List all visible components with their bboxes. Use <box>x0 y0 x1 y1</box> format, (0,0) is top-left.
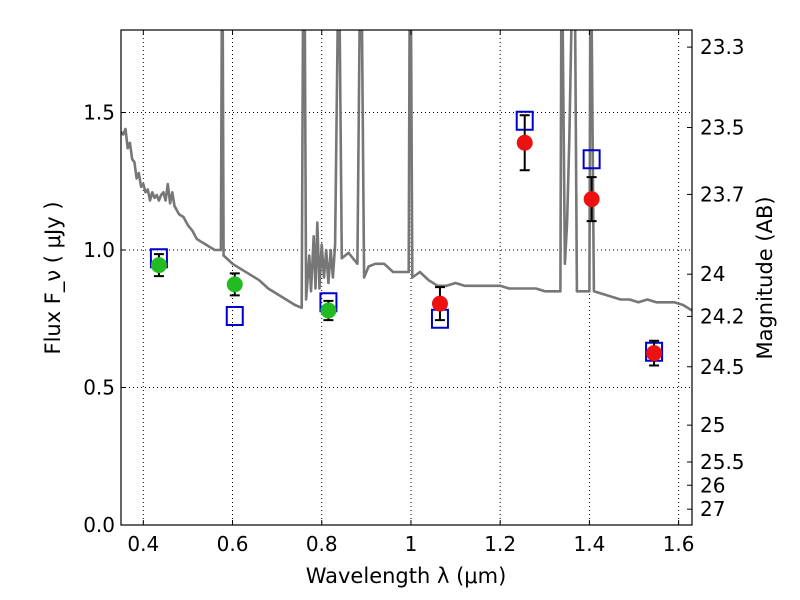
y-tick-label: 0.5 <box>83 376 115 400</box>
x-tick-label: 1.6 <box>663 532 695 556</box>
model-photometry-square <box>582 149 601 170</box>
y-tick-label: 1.0 <box>83 238 115 262</box>
data-point <box>516 134 533 151</box>
x-tick-label: 1 <box>405 532 418 556</box>
plot-area <box>121 30 692 367</box>
x-axis-ticks: 0.4 0.6 0.8 1 1.2 1.4 1.6 <box>127 30 695 556</box>
x-tick-label: 1.4 <box>573 532 605 556</box>
model-spectrum-line <box>121 30 692 312</box>
right-tick-label: 23.7 <box>700 182 745 206</box>
data-point <box>646 345 663 362</box>
grid-lines <box>121 30 692 525</box>
right-tick-label: 25 <box>700 413 725 437</box>
data-point <box>583 191 600 208</box>
right-tick-label: 26 <box>700 473 725 497</box>
data-point <box>150 257 167 274</box>
model-photometry-squares <box>149 110 664 362</box>
y-tick-label: 0.0 <box>83 513 115 537</box>
x-axis-title: Wavelength λ (μm) <box>306 564 507 588</box>
right-tick-label: 25.5 <box>700 450 745 474</box>
right-tick-label: 27 <box>700 497 725 521</box>
observed-photometry-points <box>150 134 663 362</box>
y-axis-ticks: 0.0 0.5 1.0 1.5 <box>83 101 126 537</box>
x-tick-label: 0.6 <box>217 532 249 556</box>
y-axis-title: Flux F_ν ( μJy ) <box>41 201 66 354</box>
y-tick-label: 1.5 <box>83 101 115 125</box>
data-point <box>431 295 448 312</box>
right-axis-title: Magnitude (AB) <box>753 196 777 359</box>
right-tick-label: 24 <box>700 262 725 286</box>
right-tick-label: 23.5 <box>700 116 745 140</box>
x-tick-label: 1.2 <box>484 532 516 556</box>
data-point <box>226 276 243 293</box>
x-tick-label: 0.4 <box>127 532 159 556</box>
model-photometry-square <box>225 306 244 326</box>
right-tick-label: 24.2 <box>700 304 745 328</box>
x-tick-label: 0.8 <box>306 532 338 556</box>
right-tick-label: 24.5 <box>700 355 745 379</box>
right-tick-label: 23.3 <box>700 35 745 59</box>
data-point <box>320 302 337 319</box>
plot-frame <box>120 29 693 526</box>
